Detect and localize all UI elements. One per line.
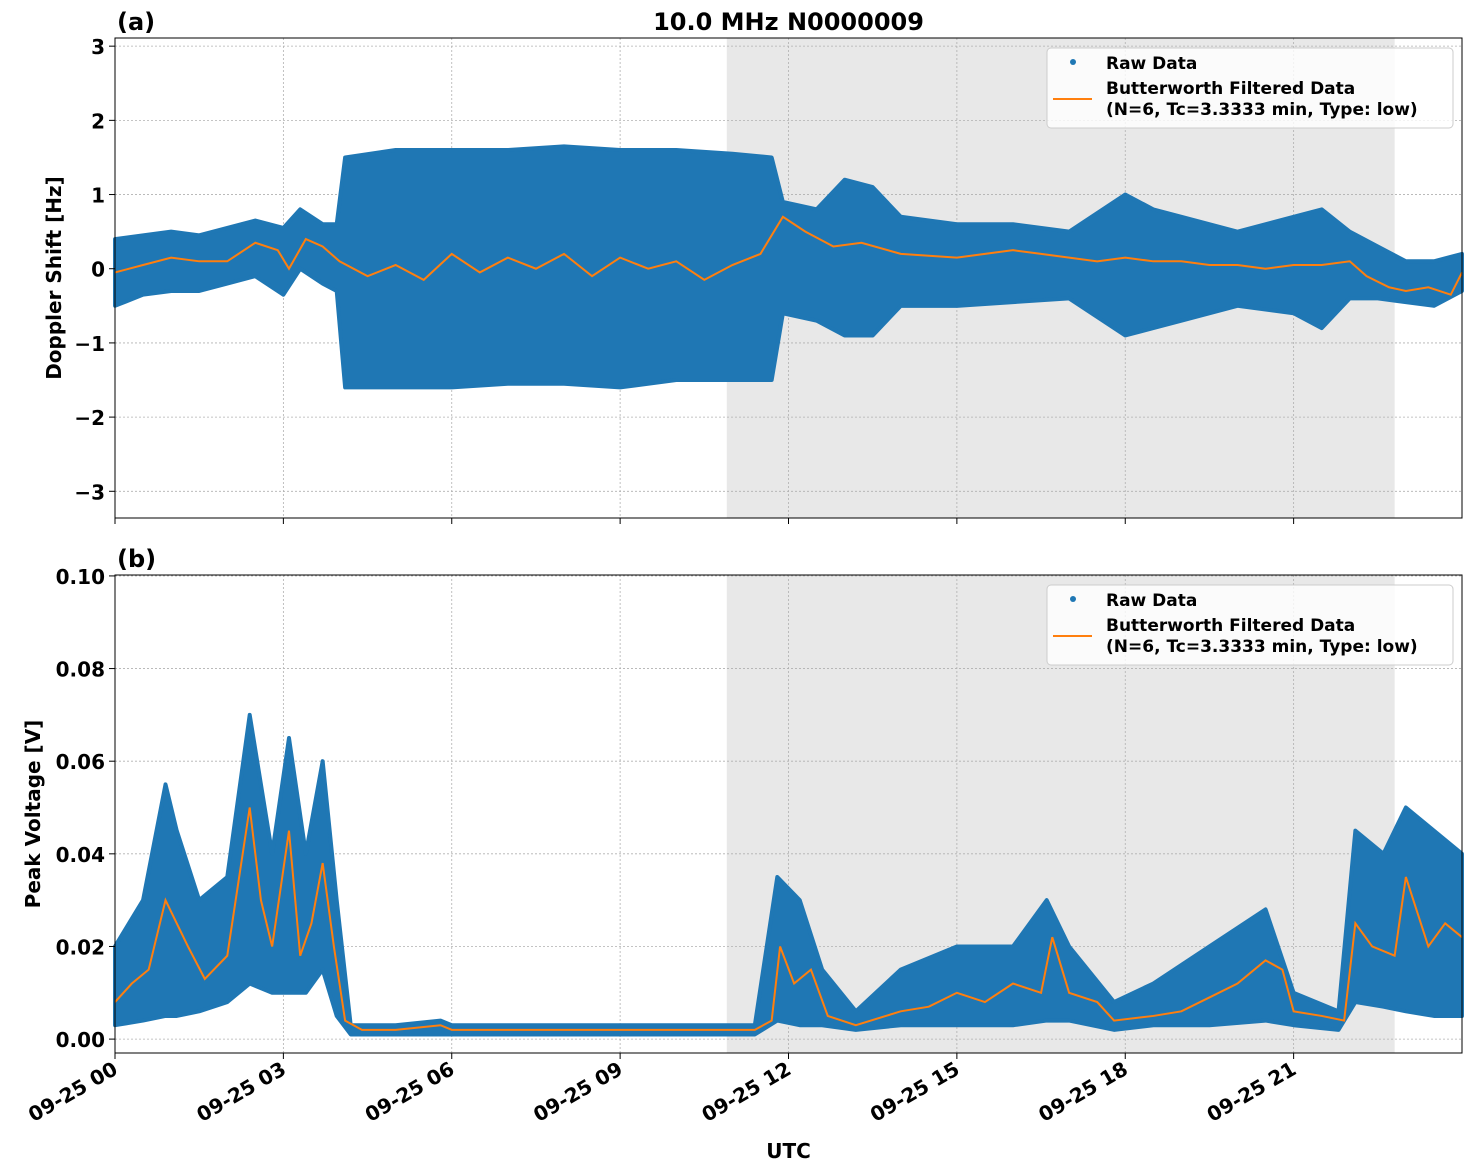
panel-label: (a)	[117, 8, 155, 36]
y-tick-label: 0.06	[56, 750, 105, 774]
x-tick-label: 09-25 21	[1203, 1057, 1301, 1127]
filtered-data-line	[114, 215, 1463, 296]
y-tick-label: 0	[91, 258, 105, 282]
filtered-data-line	[114, 807, 1463, 1031]
legend-box	[1046, 47, 1454, 129]
legend: Raw Data Butterworth Filtered Data(N=6, T…	[1046, 47, 1454, 129]
legend-marker-raw	[1070, 596, 1076, 602]
x-tick-label: 09-25 09	[529, 1057, 627, 1127]
x-tick-label: 09-25 18	[1034, 1057, 1132, 1127]
legend-label-raw: Raw Data	[1106, 54, 1197, 74]
panel-b: 0.00 0.02 0.04 0.06 0.08 0.10 09-25 00 09-25 03…	[21, 545, 1464, 1163]
x-tick-label: 09-25 03	[192, 1057, 290, 1127]
y-tick-label: 2	[91, 109, 105, 133]
x-tick-label: 09-25 15	[866, 1057, 964, 1127]
legend-label-filtered: Butterworth Filtered Data	[1106, 79, 1355, 99]
y-tick-label: 0.02	[56, 935, 105, 959]
y-axis-label: Peak Voltage [V]	[21, 720, 45, 909]
x-tick-label: 09-25 12	[697, 1057, 795, 1127]
y-tick-label: 0.10	[56, 565, 105, 589]
panel-a: −3 −2 −1 0 1 2 3 Doppler Shift [Hz] (a) 10.0 MHz …	[42, 8, 1464, 524]
legend-label-filtered: Butterworth Filtered Data	[1106, 616, 1355, 636]
y-tick-label: 0.00	[56, 1028, 105, 1052]
legend-marker-raw	[1070, 59, 1076, 65]
y-tick-label: 3	[91, 35, 105, 59]
y-tick-label: 0.04	[56, 843, 105, 867]
legend-label-raw: Raw Data	[1106, 591, 1197, 611]
legend: Raw Data Butterworth Filtered Data(N=6, T…	[1046, 584, 1454, 666]
legend-label-filter-params: (N=6, Tc=3.3333 min, Type: low)	[1106, 100, 1418, 120]
panel-label: (b)	[117, 545, 156, 573]
legend-box	[1046, 584, 1454, 666]
y-tick-label: −2	[74, 406, 105, 430]
y-axis-label: Doppler Shift [Hz]	[42, 176, 66, 380]
x-axis-label: UTC	[766, 1139, 811, 1163]
y-tick-label: 1	[91, 184, 105, 208]
x-tick-label: 09-25 00	[24, 1057, 122, 1127]
chart-title: 10.0 MHz N0000009	[653, 8, 924, 36]
y-tick-label: −1	[74, 332, 105, 356]
y-tick-label: −3	[74, 480, 105, 504]
y-tick-label: 0.08	[56, 658, 105, 682]
legend-label-filter-params: (N=6, Tc=3.3333 min, Type: low)	[1106, 637, 1418, 657]
x-tick-label: 09-25 06	[361, 1057, 459, 1127]
